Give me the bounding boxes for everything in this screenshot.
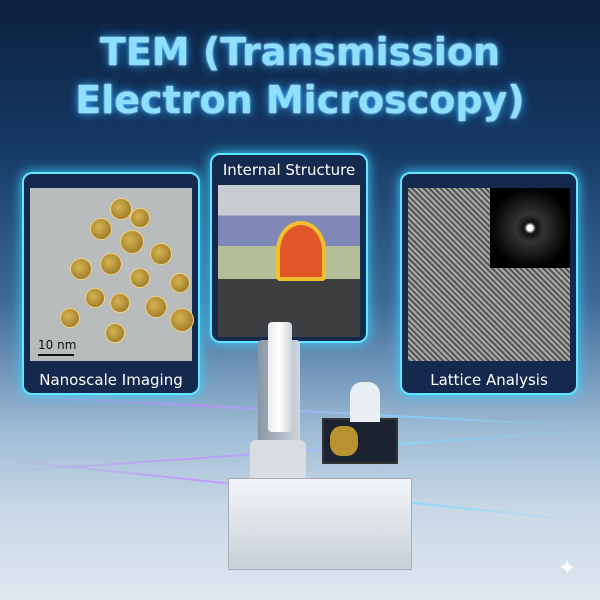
title-line-2: Electron Microscopy) — [75, 78, 525, 122]
panel-label: Internal Structure — [222, 161, 356, 179]
scale-bar-label: 10 nm — [38, 338, 77, 352]
scale-bar — [38, 354, 74, 356]
panel-lattice-analysis: Lattice Analysis — [400, 172, 578, 395]
core-shell-particle — [276, 221, 326, 281]
panel-label: Lattice Analysis — [430, 371, 548, 389]
cross-section-image — [218, 185, 360, 337]
desk — [228, 478, 412, 570]
lattice-image — [408, 188, 570, 361]
monitor — [322, 418, 398, 464]
page-title: TEM (Transmission Electron Microscopy) — [0, 28, 600, 124]
nanoparticle-image: 10 nm — [30, 188, 194, 361]
panel-internal-structure: Internal Structure — [210, 153, 368, 343]
panel-label: Nanoscale Imaging — [39, 371, 183, 389]
panel-nanoscale-imaging: 10 nm Nanoscale Imaging — [22, 172, 200, 395]
diffraction-pattern-inset — [490, 188, 570, 268]
sparkle-icon: ✦ — [558, 556, 577, 581]
title-line-1: TEM (Transmission — [99, 30, 501, 74]
scientist — [350, 382, 380, 422]
